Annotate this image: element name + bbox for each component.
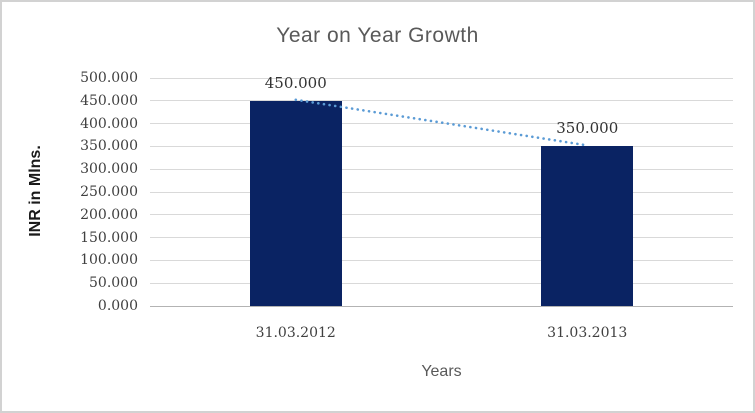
y-tick-label: 100.000 (80, 252, 138, 269)
bar-data-label: 450.000 (264, 73, 327, 92)
gridline (150, 191, 733, 193)
chart-title: Year on Year Growth (276, 24, 479, 47)
y-tick-label: 300.000 (80, 161, 138, 178)
y-tick-label: 500.000 (80, 70, 138, 86)
x-axis-title: Years (421, 363, 462, 380)
y-tick-label: 150.000 (80, 229, 138, 246)
y-tick-label: 200.000 (80, 206, 138, 223)
y-tick-label: 400.000 (80, 115, 138, 132)
gridline (150, 168, 733, 170)
y-tick-label: 350.000 (80, 138, 138, 155)
gridline (150, 100, 733, 102)
x-axis-line (150, 305, 733, 307)
x-category-label: 31.03.2012 (255, 325, 336, 341)
gridline (150, 123, 733, 125)
bar (249, 100, 342, 306)
bar (541, 146, 634, 306)
y-tick-label: 450.000 (80, 92, 138, 109)
gridline (150, 282, 733, 284)
gridline (150, 214, 733, 216)
x-category-label: 31.03.2013 (547, 325, 628, 341)
gridline (150, 145, 733, 147)
y-tick-label: 50.000 (89, 275, 138, 292)
y-tick-label: 0.000 (97, 298, 138, 314)
bar-data-label: 350.000 (556, 119, 619, 138)
gridline (150, 259, 733, 261)
y-tick-label: 250.000 (80, 184, 138, 200)
gridline (150, 237, 733, 239)
gridline (150, 77, 733, 79)
